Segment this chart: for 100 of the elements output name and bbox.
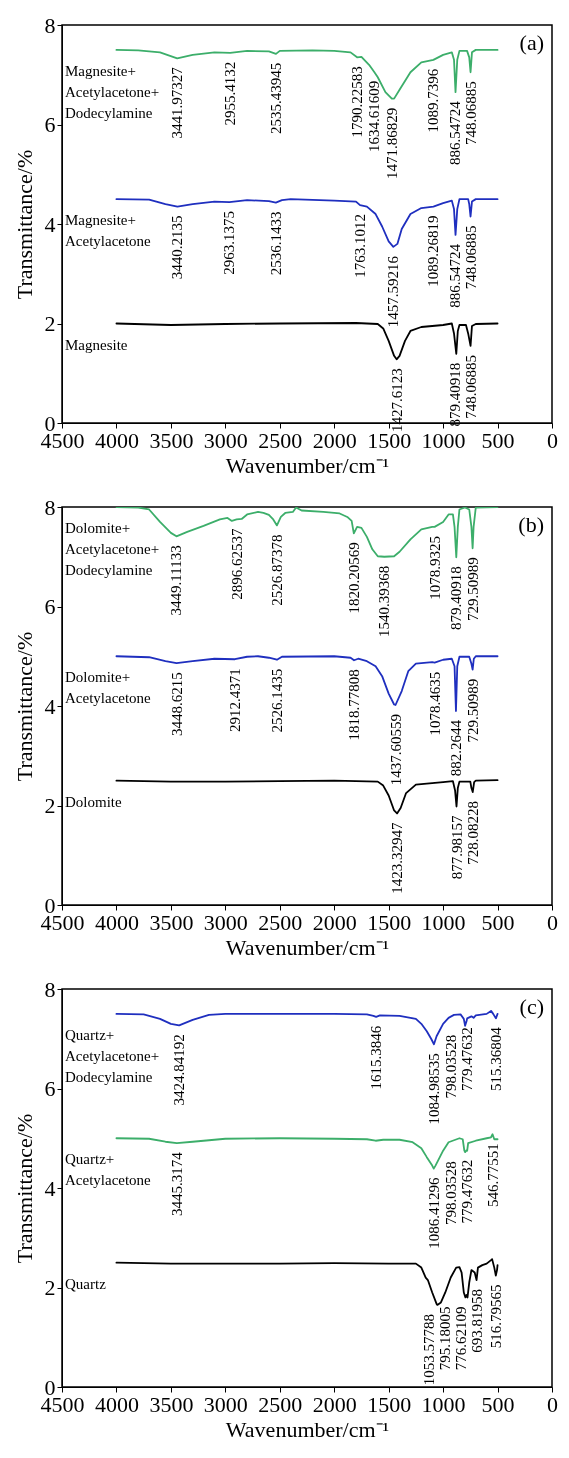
x-axis-title: Wavenumber/cm⁻¹ [225,452,390,478]
annotation: 3424.84192 [171,1034,188,1106]
annotation: 798.03528 [443,1034,460,1099]
annotation: 2963.1375 [221,211,238,275]
x-tick-label: 2000 [312,909,357,935]
x-tick-label: 0 [547,909,558,935]
annotation: 1078.9325 [426,535,443,600]
x-tick-label: 2500 [258,1391,303,1417]
annotation: 1086.41296 [425,1177,442,1249]
series-label: Dolomite+ Acetylacetone [65,669,152,707]
x-tick-label: 2500 [258,427,303,453]
annotation: 748.06885 [462,354,479,419]
x-tick-label: 1000 [421,909,466,935]
x-tick-label: 1500 [367,1391,412,1417]
annotation: 2535.43945 [267,62,284,135]
series-label: Magnesite+ Acetylacetone [65,212,152,250]
annotation: (b) [518,512,544,537]
y-tick-label: 4 [44,1175,56,1201]
y-tick-label: 2 [44,793,56,818]
annotation: 516.79565 [487,1284,504,1349]
x-tick-label: 1000 [421,427,466,453]
x-tick-label: 500 [481,427,515,453]
annotation: 2526.1435 [268,668,285,733]
x-tick-label: 500 [481,1391,515,1417]
series-label: Quartz [65,1275,107,1292]
annotation: 693.81958 [468,1289,485,1353]
y-axis-title: Transmittance/% [11,631,37,782]
annotation: 1084.98535 [425,1053,442,1125]
annotation: 1471.86829 [383,107,400,179]
annotation: 886.54724 [446,243,463,308]
annotation: 886.54724 [446,100,463,165]
annotation: 3441.97327 [169,66,186,139]
annotation: 3449.11133 [168,545,185,616]
series-label: Quartz+ Acetylacetone+ Dodecylamine [65,1026,160,1085]
x-tick-label: 2500 [258,909,303,935]
x-tick-label: 1000 [421,1391,466,1417]
x-axis-title: Wavenumber/cm⁻¹ [225,934,390,960]
annotation: 515.36804 [487,1026,504,1092]
x-tick-label: 4000 [94,427,139,453]
y-tick-label: 2 [44,311,56,336]
x-tick-label: 2000 [312,1391,357,1417]
annotation: 2896.62537 [228,527,245,600]
annotation: 546.77551 [484,1143,501,1208]
annotation: 1540.39368 [376,565,393,637]
annotation: 1089.7396 [425,68,442,133]
y-tick-label: 6 [44,1076,56,1101]
x-tick-label: 500 [481,909,515,935]
annotation: 748.06885 [462,225,479,290]
annotation: 729.50989 [464,557,481,622]
annotation: 779.47632 [459,1159,476,1224]
x-tick-label: 3500 [149,1391,194,1417]
annotation: 1820.20569 [345,542,362,614]
annotation: 728.08228 [464,801,481,865]
annotation: 1427.6123 [388,368,405,433]
y-tick-label: 2 [44,1275,56,1300]
annotation: 2536.1433 [267,211,284,276]
annotation: 3445.3174 [168,1151,185,1216]
y-axis-title: Transmittance/% [11,1113,37,1264]
series-label: Magnesite [65,336,128,353]
y-tick-label: 4 [44,211,56,237]
annotation: 879.40918 [446,362,463,427]
annotation: 1078.4635 [426,671,443,736]
x-tick-label: 1500 [367,909,412,935]
annotation: 1818.77808 [346,669,363,741]
x-tick-label: 0 [547,427,558,453]
annotation: 1634.61609 [366,80,383,153]
annotation: 2912.4371 [226,668,243,732]
annotation: 2955.4132 [222,61,239,126]
annotation: 1615.3846 [368,1025,385,1090]
series-label: Magnesite+ Acetylacetone+ Dodecylamine [65,62,160,121]
y-tick-label: 8 [44,12,56,38]
x-tick-label: 3000 [203,1391,248,1417]
annotation: 798.03528 [443,1161,460,1225]
series-label: Dolomite [65,793,122,810]
y-tick-label: 8 [44,494,56,520]
annotation: 779.47632 [459,1027,476,1092]
series-label: Dolomite+ Acetylacetone+ Dodecylamine [65,520,160,578]
x-axis-title: Wavenumber/cm⁻¹ [225,1416,390,1442]
annotation: 1763.1012 [352,214,369,278]
x-tick-label: 0 [547,1391,558,1417]
x-tick-label: 4000 [94,1391,139,1417]
x-tick-label: 2000 [312,427,357,453]
annotation: 1053.57788 [420,1313,437,1386]
annotation: 748.06885 [462,81,479,146]
annotation: 2526.87378 [268,534,285,606]
annotation: 3448.6215 [168,672,185,736]
annotation: 1089.26819 [425,215,442,287]
annotation: (c) [519,994,544,1019]
annotation: 729.50989 [464,678,481,743]
y-tick-label: 6 [44,112,56,137]
annotation: (a) [519,30,544,55]
annotation: 1790.22583 [349,66,366,138]
y-tick-label: 8 [44,976,56,1002]
x-tick-label: 3000 [203,427,248,453]
series-label: Quartz+ Acetylacetone [65,1151,152,1189]
y-axis-title: Transmittance/% [11,149,37,300]
x-tick-label: 3500 [149,909,194,935]
annotation: 1437.60559 [387,714,404,786]
annotation: 3440.2135 [169,215,186,280]
annotation: 882.2644 [447,719,464,777]
